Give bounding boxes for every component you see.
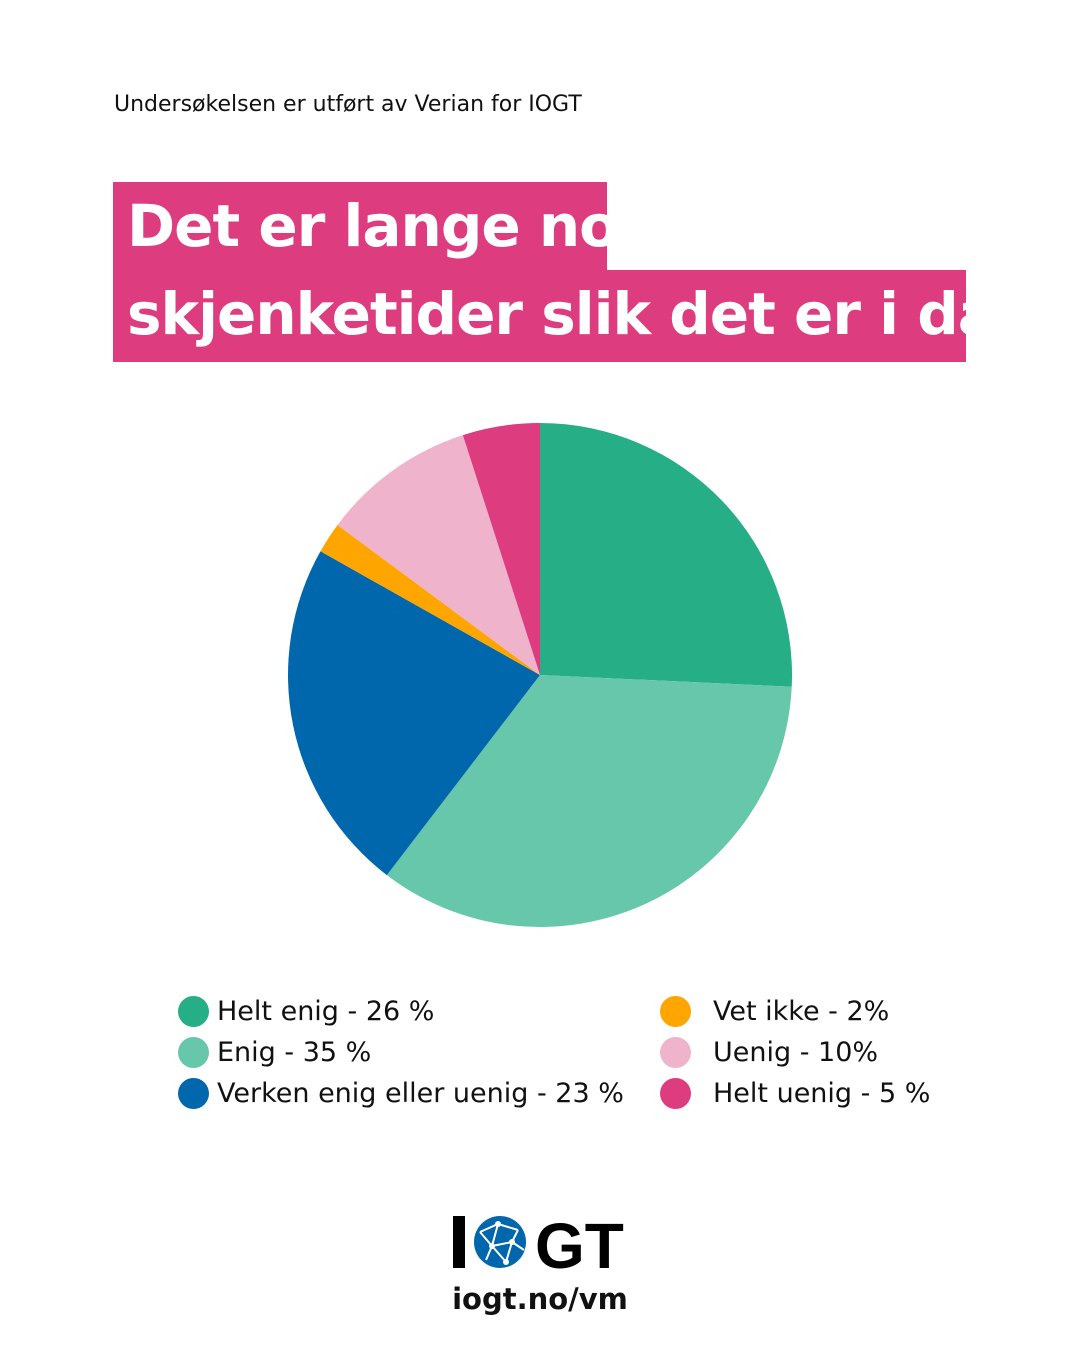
pie-slice-enig [386,675,792,928]
pie-chart [287,423,792,928]
legend-item: Verken enig eller uenig - 23 % [178,1078,624,1109]
legend-swatch [660,1037,691,1068]
legend-item: Helt uenig - 5 % [660,1078,930,1109]
legend-item: Uenig - 10% [660,1037,878,1068]
pie-slice-vet-ikke [320,524,540,675]
legend-label: Helt enig - 26 % [217,996,435,1027]
legend-swatch [660,996,691,1027]
iogt-logo: GT [453,1212,624,1272]
title-line-2: skjenketider slik det er i dag [113,270,1037,362]
legend-item: Enig - 35 % [178,1037,371,1068]
legend-label: Verken enig eller uenig - 23 % [217,1078,624,1109]
legend-swatch [178,1037,209,1068]
pie-slice-helt-enig [540,423,792,687]
svg-text:GT: GT [535,1212,624,1272]
pie-slice-uenig [337,435,540,675]
website-link[interactable]: iogt.no/vm [452,1282,628,1316]
legend-item: Vet ikke - 2% [660,996,889,1027]
legend-swatch [178,996,209,1027]
title-line-1: Det er lange nok [113,182,657,272]
pie-slice-verken-enig-eller-uenig [287,551,540,876]
legend-label: Helt uenig - 5 % [713,1078,931,1109]
legend-item: Helt enig - 26 % [178,996,434,1027]
legend-label: Vet ikke - 2% [713,996,890,1027]
legend-swatch [660,1078,691,1109]
legend-label: Enig - 35 % [217,1037,372,1068]
legend-label: Uenig - 10% [713,1037,879,1068]
source-note: Undersøkelsen er utført av Verian for IO… [114,92,582,117]
legend-swatch [178,1078,209,1109]
pie-slice-helt-uenig [462,423,540,675]
